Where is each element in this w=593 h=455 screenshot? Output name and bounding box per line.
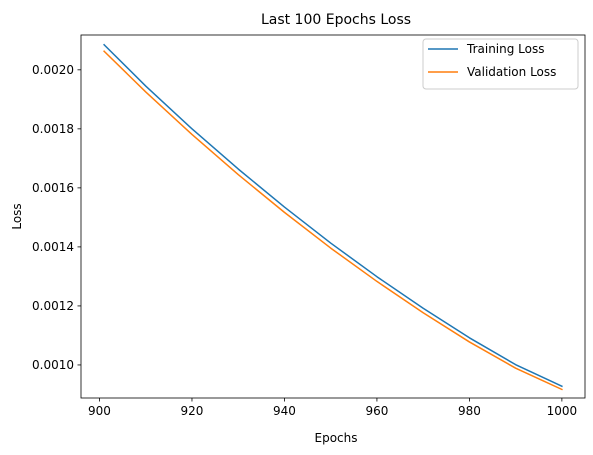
x-tick-label: 960 [365, 404, 388, 418]
x-tick-label: 980 [458, 404, 481, 418]
y-axis-label: Loss [10, 203, 24, 229]
legend-box [422, 38, 579, 90]
y-axis-ticks: 0.0010 0.0012 0.0014 0.0016 0.0018 0.0020 [32, 63, 81, 372]
x-tick-label: 1000 [547, 404, 578, 418]
x-tick-label: 920 [181, 404, 204, 418]
series-line-training-loss [103, 43, 563, 388]
y-tick-label: 0.0018 [32, 122, 74, 136]
plot-frame [80, 34, 586, 399]
x-tick-label: 900 [88, 404, 111, 418]
chart-title: Last 100 Epochs Loss [261, 12, 411, 28]
y-tick-label: 0.0014 [32, 240, 74, 254]
y-tick-label: 0.0012 [32, 299, 74, 313]
legend-label-validation-loss: Validation Loss [467, 65, 556, 79]
y-tick-label: 0.0020 [32, 63, 74, 77]
legend-label-training-loss: Training Loss [466, 42, 544, 56]
legend: Training Loss Validation Loss [422, 38, 579, 90]
x-tick-label: 940 [273, 404, 296, 418]
x-axis-label: Epochs [315, 431, 358, 445]
y-tick-label: 0.0010 [32, 358, 74, 372]
y-tick-label: 0.0016 [32, 181, 74, 195]
series-layer [103, 43, 563, 391]
series-line-validation-loss [103, 50, 563, 391]
x-axis-ticks: 900 920 940 960 980 1000 [88, 398, 577, 418]
